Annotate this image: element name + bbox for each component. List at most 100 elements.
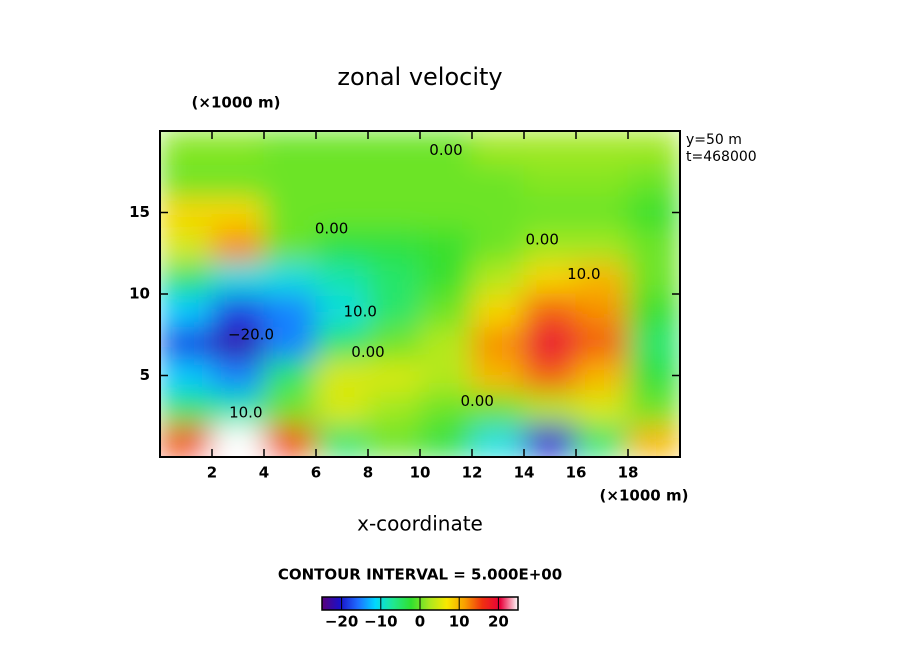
field-cell (419, 358, 473, 393)
field-cell (523, 423, 577, 457)
field-cell (627, 391, 680, 425)
field-cell (471, 326, 525, 360)
contour-label: 10.0 (229, 403, 262, 421)
colorbar-tick-label: 20 (488, 613, 509, 631)
info-label: y=50 m (686, 132, 742, 148)
field (160, 131, 680, 457)
field-cell (575, 228, 629, 262)
field-cell (315, 260, 369, 295)
field-cell (367, 423, 421, 457)
field-cell (263, 163, 317, 197)
y-tick-label: 15 (129, 203, 150, 221)
field-cells (160, 131, 680, 457)
field-cell (471, 195, 525, 230)
field-cell (315, 163, 369, 197)
contour-label: 0.00 (315, 219, 348, 237)
x-tick-label: 14 (514, 464, 535, 482)
field-cell (523, 358, 577, 393)
contour-label: 0.00 (351, 343, 384, 361)
field-cell (367, 195, 421, 230)
field-cell (367, 391, 421, 425)
field-cell (575, 131, 629, 165)
field-cell (211, 358, 265, 393)
field-cell (471, 228, 525, 262)
field-cell (627, 131, 680, 165)
field-cell (523, 195, 577, 230)
field-cell (160, 228, 213, 262)
field-cell (367, 131, 421, 165)
field-cell (263, 195, 317, 230)
field-cell (471, 163, 525, 197)
field-cell (160, 131, 213, 165)
field-cell (315, 195, 369, 230)
field-cell (367, 293, 421, 328)
contour-label: 0.00 (525, 231, 558, 249)
chart-title: zonal velocity (337, 63, 502, 91)
field-cell (315, 423, 369, 457)
field-cell (471, 293, 525, 328)
y-unit-label: (×1000 m) (192, 94, 281, 112)
field-cell (627, 163, 680, 197)
field-cell (315, 358, 369, 393)
x-tick-label: 2 (207, 464, 217, 482)
contour-label: 10.0 (567, 265, 600, 283)
field-cell (263, 391, 317, 425)
field-cell (367, 260, 421, 295)
field-cell (627, 423, 680, 457)
colorbar-tick-label: −20 (325, 613, 358, 631)
field-cell (211, 228, 265, 262)
field-cell (160, 326, 213, 360)
field-cell (575, 195, 629, 230)
field-cell (263, 358, 317, 393)
field-cell (160, 423, 213, 457)
field-cell (160, 391, 213, 425)
field-cell (160, 163, 213, 197)
colorbar-tick-label: −10 (364, 613, 397, 631)
field-cell (367, 358, 421, 393)
field-cell (523, 131, 577, 165)
field-cell (627, 228, 680, 262)
field-cell (419, 260, 473, 295)
y-tick-label: 5 (140, 366, 150, 384)
field-cell (575, 260, 629, 295)
field-cell (575, 293, 629, 328)
field-cell (471, 391, 525, 425)
field-cell (419, 195, 473, 230)
field-cell (523, 293, 577, 328)
field-cell (367, 326, 421, 360)
field-cell (263, 293, 317, 328)
field-cell (315, 131, 369, 165)
x-tick-label: 6 (311, 464, 321, 482)
contour-label: 10.0 (343, 302, 376, 320)
field-cell (523, 326, 577, 360)
contour-interval: CONTOUR INTERVAL = 5.000E+00 (278, 566, 562, 584)
field-cell (419, 326, 473, 360)
field-cell (315, 391, 369, 425)
field-cell (160, 358, 213, 393)
field-cell (367, 163, 421, 197)
field-cell (263, 423, 317, 457)
contour-label: 0.00 (429, 141, 462, 159)
field-cell (627, 293, 680, 328)
field-cell (263, 131, 317, 165)
field-cell (471, 260, 525, 295)
field-cell (419, 423, 473, 457)
field-cell (471, 423, 525, 457)
field-cell (627, 358, 680, 393)
field-cell (263, 260, 317, 295)
field-cell (160, 195, 213, 230)
field-cell (471, 358, 525, 393)
field-cell (160, 293, 213, 328)
x-tick-label: 16 (566, 464, 587, 482)
field-cell (211, 293, 265, 328)
colorbar-tick-label: 10 (449, 613, 470, 631)
field-cell (575, 326, 629, 360)
field-cell (471, 131, 525, 165)
field-cell (211, 260, 265, 295)
field-cell (263, 326, 317, 360)
info-label: t=468000 (686, 149, 757, 165)
field-cell (419, 228, 473, 262)
field-cell (315, 326, 369, 360)
field-cell (419, 293, 473, 328)
field-cell (523, 228, 577, 262)
